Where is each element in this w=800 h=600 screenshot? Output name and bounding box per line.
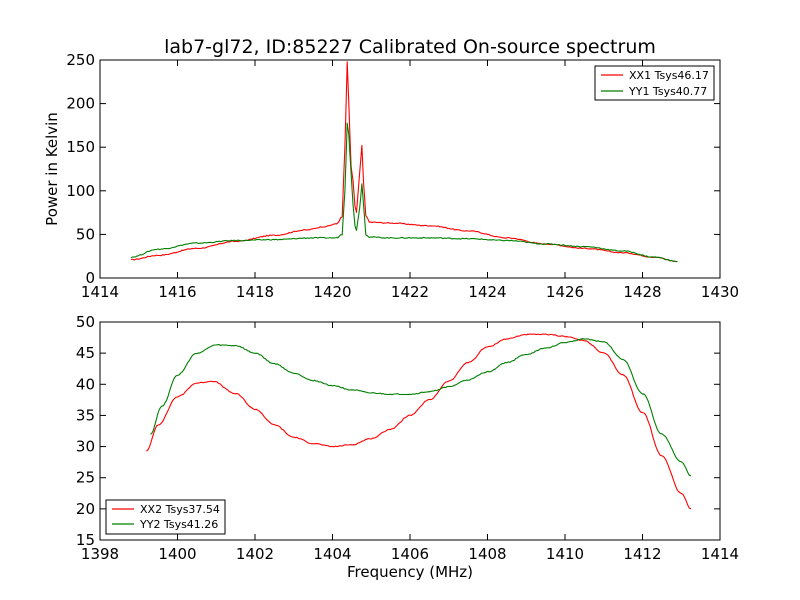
x-tick-label: 1426 <box>546 283 584 301</box>
x-tick-label: 1418 <box>236 283 274 301</box>
x-tick-label: 1398 <box>81 545 119 563</box>
x-tick-label: 1404 <box>313 545 351 563</box>
x-tick-label: 1414 <box>81 283 119 301</box>
top-y-axis: 0 50 100 150 200 250 <box>66 51 720 287</box>
y-tick-label: 50 <box>76 313 95 331</box>
y-tick-label: 100 <box>66 182 95 200</box>
x-tick-label: 1410 <box>546 545 584 563</box>
x-tick-label: 1422 <box>391 283 429 301</box>
y-tick-label: 20 <box>76 500 95 518</box>
series-line-xx1 <box>131 61 678 263</box>
y-tick-label: 45 <box>76 344 95 362</box>
x-tick-label: 1408 <box>468 545 506 563</box>
x-tick-label: 1412 <box>623 545 661 563</box>
x-tick-label: 1416 <box>158 283 196 301</box>
bottom-x-axis: 1398 1400 1402 1404 1406 1408 1410 1412 1414 <box>81 322 739 563</box>
bottom-legend-label-xx2: XX2 Tsys37.54 <box>140 503 220 516</box>
series-line-yy2 <box>150 338 692 477</box>
y-tick-label: 25 <box>76 469 95 487</box>
bottom-legend: XX2 Tsys37.54 YY2 Tsys41.26 <box>105 499 226 535</box>
series-line-yy1 <box>130 122 678 263</box>
x-tick-label: 1424 <box>468 283 506 301</box>
y-tick-label: 250 <box>66 51 95 69</box>
top-plot: 1414 1416 1418 1420 1422 1424 1426 1428 1430 0 50… <box>43 51 739 301</box>
y-tick-label: 15 <box>76 531 95 549</box>
bottom-y-axis: 15 20 25 30 35 40 45 50 <box>76 313 720 549</box>
x-tick-label: 1406 <box>391 545 429 563</box>
y-tick-label: 0 <box>85 269 95 287</box>
bottom-legend-box <box>105 499 226 535</box>
top-legend: XX1 Tsys46.17 YY1 Tsys40.77 <box>594 65 715 101</box>
y-tick-label: 200 <box>66 95 95 113</box>
y-tick-label: 50 <box>76 225 95 243</box>
top-x-axis: 1414 1416 1418 1420 1422 1424 1426 1428 1430 <box>81 60 739 301</box>
x-tick-label: 1428 <box>623 283 661 301</box>
top-legend-label-yy1: YY1 Tsys40.77 <box>628 85 707 98</box>
y-tick-label: 30 <box>76 438 95 456</box>
x-tick-label: 1414 <box>701 545 739 563</box>
y-tick-label: 150 <box>66 138 95 156</box>
top-curves <box>130 61 678 263</box>
x-tick-label: 1402 <box>236 545 274 563</box>
chart-title: lab7-gl72, ID:85227 Calibrated On-source… <box>164 36 656 58</box>
x-tick-label: 1400 <box>158 545 196 563</box>
x-tick-label: 1420 <box>313 283 351 301</box>
bottom-x-axis-label: Frequency (MHz) <box>347 563 473 581</box>
series-line-xx2 <box>146 333 692 510</box>
x-tick-label: 1430 <box>701 283 739 301</box>
top-legend-box <box>594 65 715 101</box>
bottom-curves <box>146 333 692 510</box>
y-tick-label: 40 <box>76 375 95 393</box>
bottom-plot: 1398 1400 1402 1404 1406 1408 1410 1412 1414 15 2… <box>76 313 739 581</box>
top-legend-label-xx1: XX1 Tsys46.17 <box>629 69 709 82</box>
y-tick-label: 35 <box>76 406 95 424</box>
top-y-axis-label: Power in Kelvin <box>43 112 61 226</box>
bottom-legend-label-yy2: YY2 Tsys41.26 <box>139 518 218 531</box>
